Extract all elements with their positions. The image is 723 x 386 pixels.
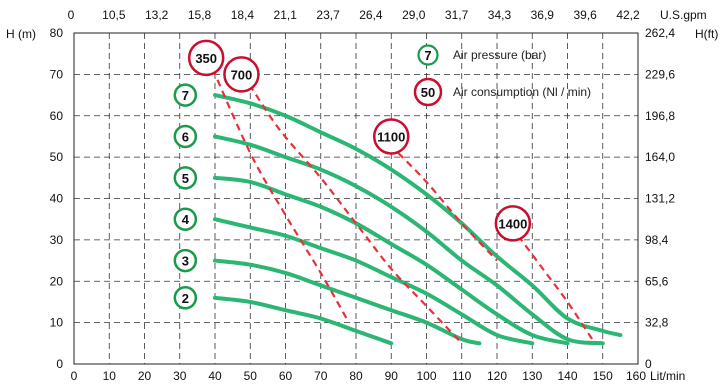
x-tick-label: 60: [279, 369, 293, 383]
legend-pressure-symbol-text: 7: [424, 48, 431, 63]
y2-tick-label: 131,2: [645, 192, 675, 206]
consumption-line-350: [206, 57, 350, 324]
pressure-marker-label: 4: [182, 212, 190, 227]
pressure-marker-label: 2: [182, 291, 189, 306]
legend: 7 Air pressure (bar) 50 Air consumption (Nl…: [413, 44, 591, 107]
pressure-marker-label: 3: [182, 254, 189, 269]
y-tick-label: 50: [50, 150, 64, 164]
y2-axis-label: H(ft): [695, 27, 718, 41]
legend-consumption-symbol: [413, 77, 443, 107]
x-tick-label: 150: [593, 369, 613, 383]
x2-tick-label: 18,4: [231, 8, 255, 22]
x2-tick-label: 29,0: [402, 8, 426, 22]
consumption-marker-700: [223, 56, 260, 93]
x-tick-label: 80: [349, 369, 363, 383]
axes: 0 10 20 30 40 50 60 70 80 90 100 110 120 130 140 150 160…: [6, 8, 718, 383]
x-tick-label: 30: [173, 369, 187, 383]
y-axis-label: H (m): [6, 27, 36, 41]
pressure-curves: [213, 93, 623, 346]
x-tick-label: 160: [626, 369, 646, 383]
grid: [74, 33, 638, 364]
pressure-marker-2: [173, 286, 198, 310]
legend-pressure-symbol: [417, 44, 439, 66]
x2-tick-label: 10,5: [102, 8, 126, 22]
pressure-marker-label: 5: [182, 171, 189, 186]
x-tick-label: 50: [244, 369, 258, 383]
legend-consumption-symbol-text: 50: [421, 85, 435, 100]
y2-tick-label: 65,6: [645, 274, 669, 288]
pressure-curve-4: [213, 217, 535, 346]
x2-tick-label: 39,6: [573, 8, 597, 22]
y-tick-label: 80: [50, 26, 64, 40]
consumption-marker-350: [187, 39, 225, 77]
legend-pressure-label: Air pressure (bar): [453, 48, 546, 62]
legend-consumption-label: Air consumption (Nl / min): [453, 85, 591, 99]
y-tick-label: 40: [50, 192, 64, 206]
y2-tick-label: 98,4: [645, 233, 669, 247]
consumption-line-1400: [517, 235, 594, 340]
consumption-marker-label: 700: [231, 67, 253, 82]
x2-tick-label: 42,2: [616, 8, 640, 22]
x-tick-label: 20: [138, 369, 152, 383]
pressure-curve-3: [213, 258, 482, 346]
y-tick-label: 70: [50, 67, 64, 81]
x-axis-label: Lit/min: [650, 369, 685, 383]
x-tick-label: 130: [522, 369, 542, 383]
x-tick-label: 120: [487, 369, 507, 383]
consumption-marker-label: 350: [195, 51, 217, 66]
y-tick-label: 60: [50, 109, 64, 123]
consumption-marker-1100: [373, 118, 410, 155]
x-tick-label: 140: [557, 369, 577, 383]
consumption-line-1100: [397, 152, 498, 262]
air-consumption-lines: [206, 57, 594, 345]
pressure-marker-label: 6: [182, 129, 189, 144]
y2-tick-label: 0: [645, 357, 652, 371]
pressure-marker-7: [173, 83, 198, 107]
x-tick-label: 0: [71, 369, 78, 383]
y2-tick-label: 196,8: [645, 109, 675, 123]
y2-tick-label: 164,0: [645, 150, 675, 164]
x2-tick-label: 21,1: [274, 8, 298, 22]
pressure-marker-4: [173, 207, 198, 231]
consumption-marker-1400: [494, 205, 532, 242]
x-tick-label: 90: [385, 369, 399, 383]
x-tick-label: 10: [103, 369, 117, 383]
y2-tick-label: 229,6: [645, 67, 675, 81]
x-tick-label: 40: [208, 369, 222, 383]
pressure-curve-6: [213, 134, 605, 346]
pressure-marker-5: [173, 166, 198, 190]
pressure-curve-2: [213, 295, 394, 346]
pressure-curve-7: [213, 93, 623, 338]
y-tick-label: 20: [50, 274, 64, 288]
consumption-line-700: [242, 73, 463, 345]
pressure-marker-3: [173, 248, 198, 273]
pressure-marker-label: 7: [182, 88, 189, 103]
x2-tick-label: 23,7: [316, 8, 340, 22]
y-tick-label: 30: [50, 233, 64, 247]
x2-tick-label: 0: [68, 8, 75, 22]
x2-tick-label: 34,3: [488, 8, 512, 22]
plot-frame: [73, 32, 639, 365]
y2-tick-label: 262,4: [645, 26, 675, 40]
y2-tick-label: 32,8: [645, 316, 669, 330]
x-tick-label: 110: [452, 369, 471, 383]
x2-tick-label: 15,8: [188, 8, 212, 22]
x2-axis-label: U.S.gpm: [660, 8, 707, 22]
x-tick-label: 100: [416, 369, 436, 383]
y-tick-label: 0: [56, 357, 63, 371]
x-tick-label: 70: [314, 369, 328, 383]
y-tick-label: 10: [50, 316, 64, 330]
x2-tick-label: 36,9: [531, 8, 555, 22]
x2-tick-label: 26,4: [359, 8, 383, 22]
pressure-curve-5: [213, 175, 570, 346]
consumption-marker-label: 1400: [498, 216, 527, 231]
pressure-marker-6: [173, 124, 198, 149]
consumption-marker-label: 1100: [377, 129, 405, 144]
x2-tick-label: 13,2: [145, 8, 169, 22]
curve-markers: 7 6 5 4 3 2 350 700 1100 1400: [173, 39, 532, 310]
x2-tick-label: 31,7: [445, 8, 469, 22]
